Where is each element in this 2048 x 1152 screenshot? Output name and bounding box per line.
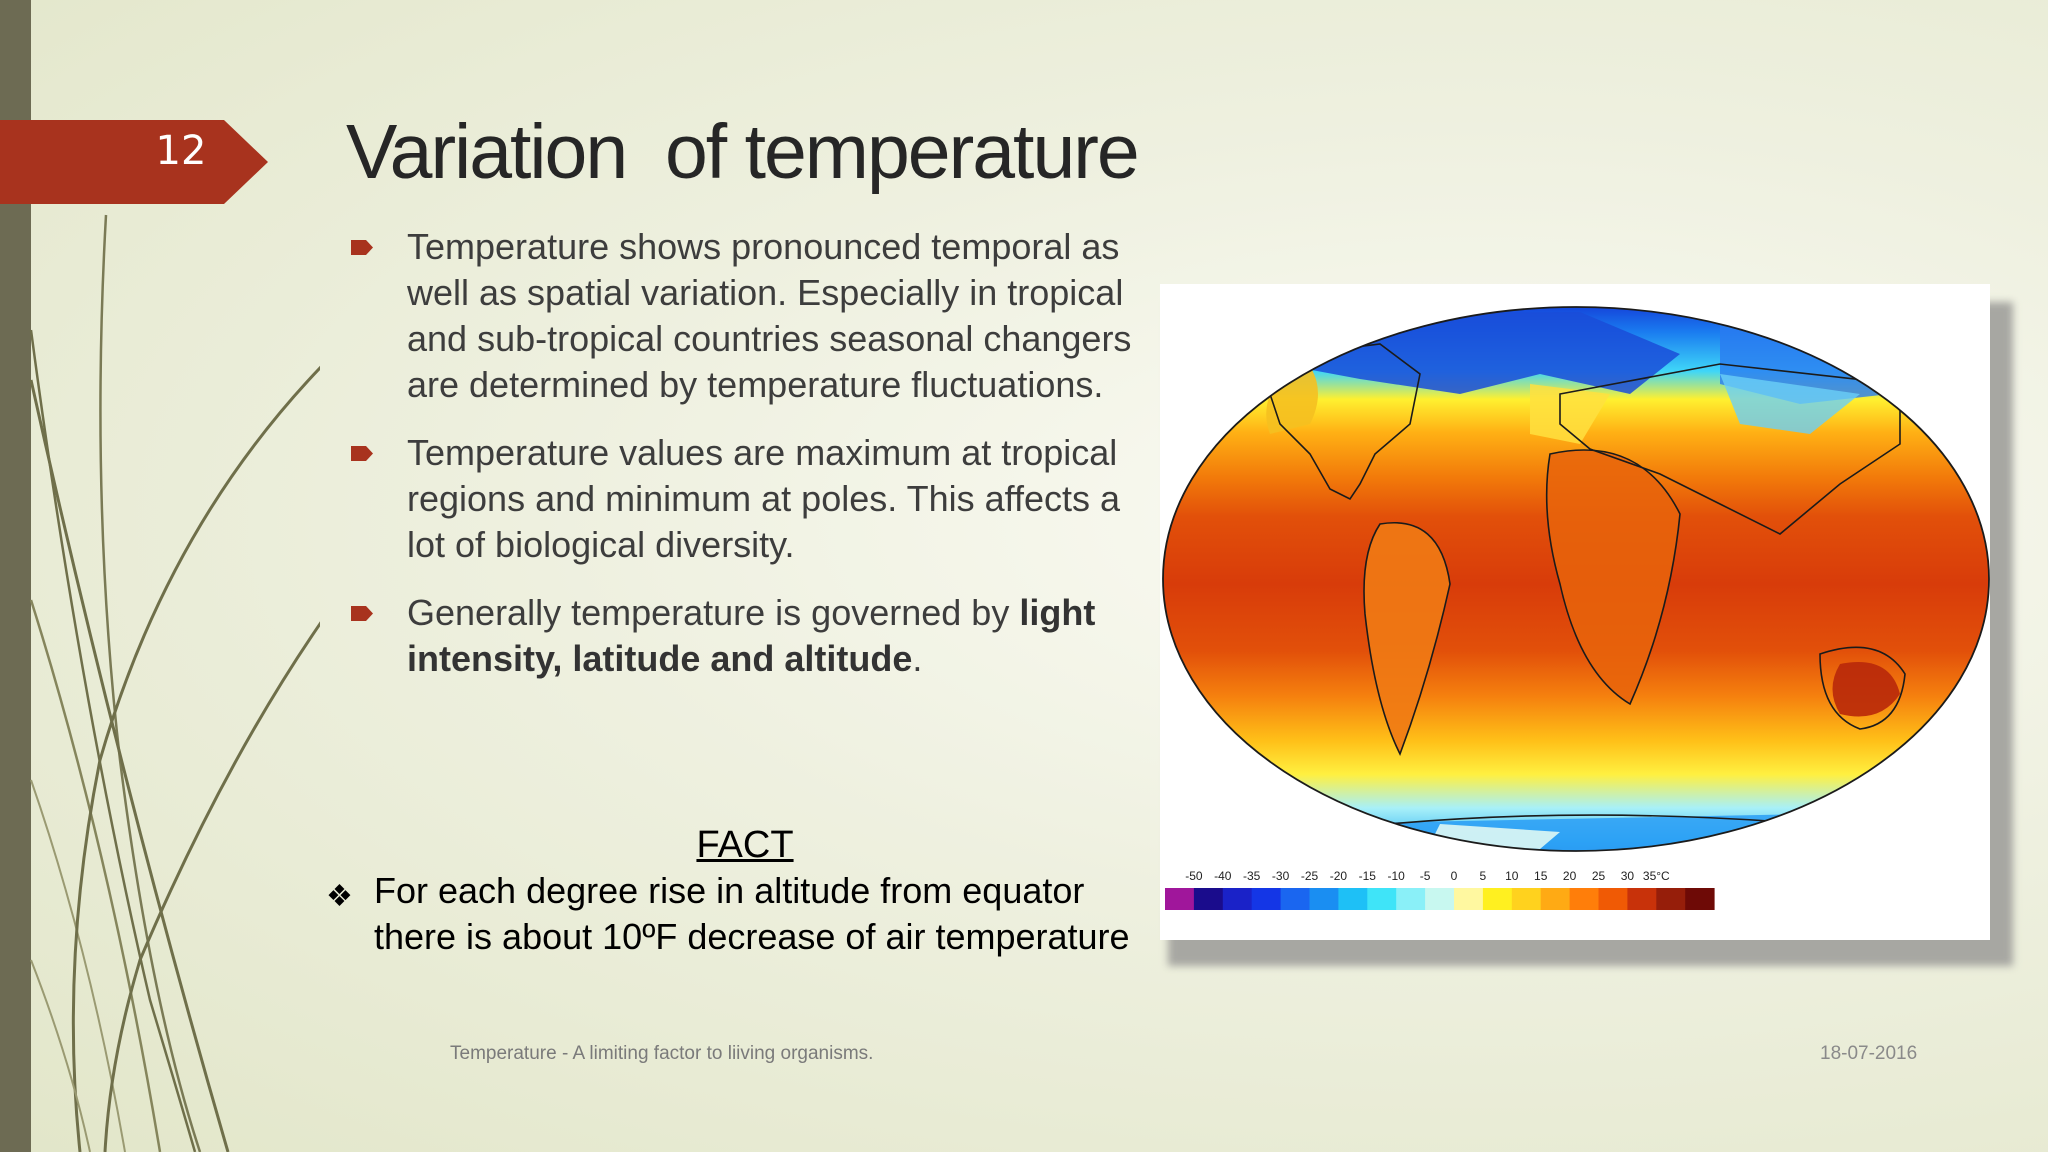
bullet-item: Temperature shows pronounced temporal as… (347, 224, 1147, 408)
legend-swatch (1193, 888, 1224, 910)
bullet-bold-text: light intensity, latitude and altitude (407, 592, 1096, 679)
legend-label: -30 (1272, 869, 1290, 883)
bullet-item: Generally temperature is governed by lig… (347, 590, 1147, 682)
legend-labels: -50 -40 -35 -30 -25 -20 -15 -10 -5 0 5 10 15 20 25 30 35… (1185, 869, 1670, 883)
legend-label: -20 (1330, 869, 1348, 883)
legend-label: -40 (1214, 869, 1232, 883)
arrow-bullet-icon (351, 446, 373, 461)
globe-outline (1162, 306, 1990, 852)
legend-swatch (1338, 888, 1368, 910)
legend-swatch (1165, 888, 1195, 910)
arrow-bullet-icon (351, 606, 373, 621)
legend-label: -5 (1420, 869, 1431, 883)
bullet-list: Temperature shows pronounced temporal as… (347, 224, 1147, 682)
decorative-curves (29, 214, 320, 1152)
legend-color-scale (1165, 888, 1715, 910)
legend-label: 0 (1451, 869, 1458, 883)
fact-text: For each degree rise in altitude from eq… (374, 870, 1130, 957)
legend-swatch (1482, 888, 1513, 910)
legend-label: 20 (1563, 869, 1577, 883)
temperature-map-image: -50 -40 -35 -30 -25 -20 -15 -10 -5 0 5 10 15 20 25 30 35… (1160, 284, 1990, 940)
footer-text: Temperature - A limiting factor to liivi… (450, 1043, 874, 1064)
legend-swatch (1251, 888, 1282, 910)
legend-label: -10 (1388, 869, 1406, 883)
legend-swatch (1540, 888, 1571, 910)
map-globe (1163, 307, 1989, 851)
legend-label: -50 (1185, 869, 1203, 883)
legend-label: 25 (1592, 869, 1606, 883)
legend-label: 35°C (1643, 869, 1670, 883)
world-temperature-map: -50 -40 -35 -30 -25 -20 -15 -10 -5 0 5 10 15 20 25 30 35… (1162, 306, 1990, 910)
legend-swatch (1511, 888, 1542, 910)
legend-swatch (1367, 888, 1397, 910)
arrow-bullet-icon (351, 240, 373, 255)
legend-swatch (1598, 888, 1628, 910)
legend-swatch (1280, 888, 1310, 910)
slide-number: 12 (155, 128, 207, 174)
bullet-text-end: . (912, 638, 923, 679)
slide-number-tab (0, 120, 268, 204)
legend-swatch (1454, 888, 1484, 910)
bullet-item: Temperature values are maximum at tropic… (347, 430, 1147, 568)
legend-swatch (1425, 888, 1455, 910)
legend-label: 5 (1480, 869, 1487, 883)
legend-swatch (1222, 888, 1253, 910)
legend-label: -15 (1359, 869, 1377, 883)
footer-date: 18-07-2016 (1820, 1043, 1918, 1064)
legend-label: 10 (1505, 869, 1519, 883)
legend-swatch (1396, 888, 1426, 910)
fact-heading: FACT (696, 824, 794, 866)
bullet-text: Temperature shows pronounced temporal as… (407, 226, 1132, 405)
legend-swatch (1685, 888, 1715, 910)
bullet-text: Temperature values are maximum at tropic… (407, 432, 1121, 565)
legend-label: 30 (1621, 869, 1635, 883)
legend-swatch (1569, 888, 1599, 910)
fact-item: ❖ For each degree rise in altitude from … (326, 868, 1146, 960)
legend-swatch (1656, 888, 1686, 910)
legend-swatch (1627, 888, 1657, 910)
legend-swatch (1309, 888, 1339, 910)
diamond-bullet-icon: ❖ (326, 880, 353, 913)
bullet-text: Generally temperature is governed by (407, 592, 1020, 633)
legend-label: -35 (1243, 869, 1261, 883)
legend-label: -25 (1301, 869, 1319, 883)
legend-label: 15 (1534, 869, 1548, 883)
slide-title: Variation of temperature (346, 109, 1140, 195)
